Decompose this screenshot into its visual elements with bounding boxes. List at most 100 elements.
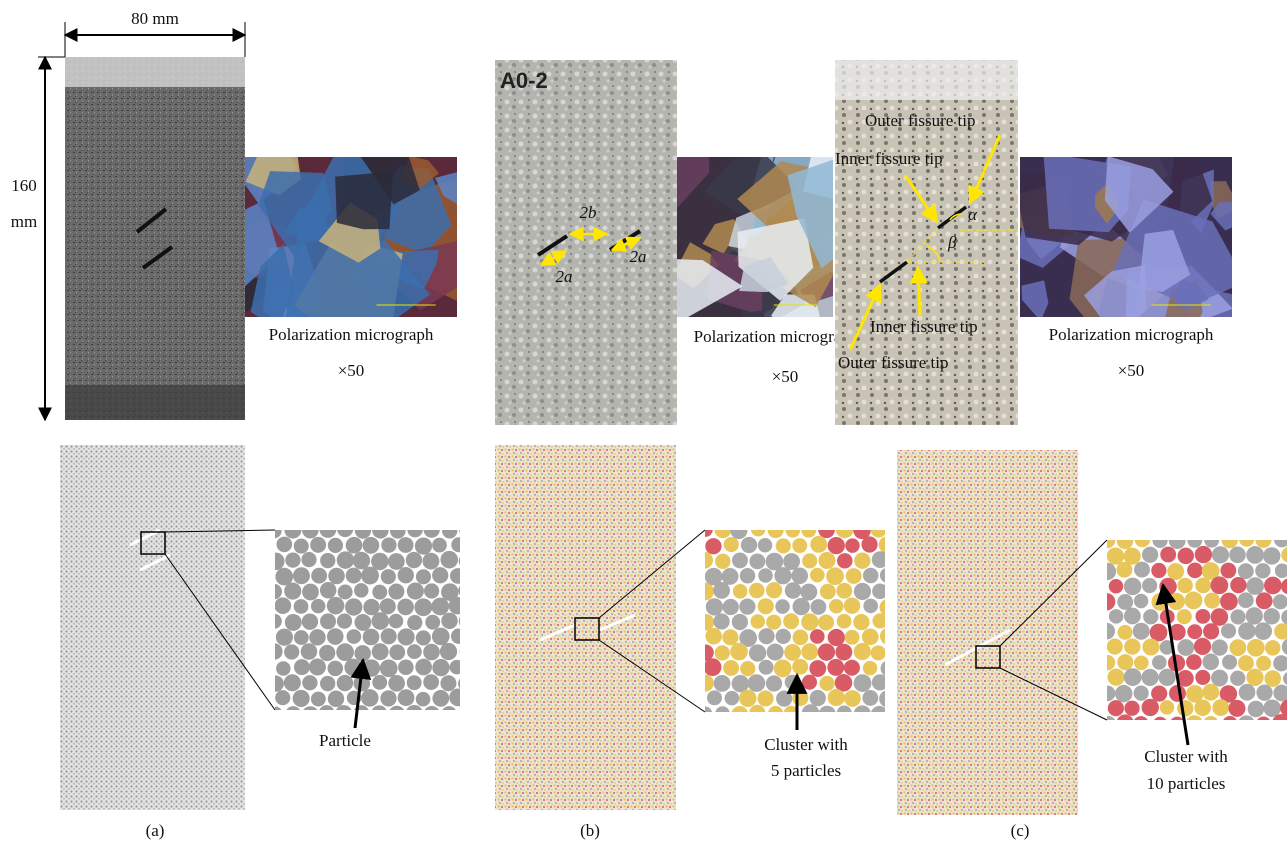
texture: [468, 567, 484, 583]
texture: [432, 690, 449, 707]
texture: [301, 643, 318, 660]
texture: [372, 643, 389, 660]
texture: [432, 659, 449, 676]
texture: [835, 644, 852, 661]
texture: [1134, 594, 1148, 608]
texture: [774, 659, 792, 677]
micrograph: [1003, 133, 1251, 346]
texture: [1151, 563, 1166, 578]
texture: [440, 551, 458, 569]
texture: [1246, 546, 1264, 564]
texture: [1246, 607, 1263, 624]
texture: [423, 674, 439, 690]
texture: [1202, 684, 1219, 701]
texture: [818, 706, 835, 723]
texture: [835, 674, 853, 692]
texture: [335, 172, 393, 230]
texture: [320, 613, 336, 629]
texture: [792, 598, 809, 615]
texture: [1098, 593, 1115, 610]
texture: [749, 705, 765, 721]
texture: [337, 614, 352, 629]
texture: [416, 569, 431, 584]
texture: [739, 690, 756, 707]
texture: [1187, 624, 1202, 639]
texture: [293, 567, 310, 584]
magnification: ×50: [772, 367, 799, 386]
texture: [1264, 670, 1281, 687]
texture: [398, 628, 415, 645]
texture: [1107, 639, 1123, 655]
texture: [451, 629, 466, 644]
texture: [320, 676, 335, 691]
texture: [844, 660, 860, 676]
panel-label: (b): [580, 821, 600, 840]
texture: [388, 553, 405, 570]
texture: [319, 521, 336, 538]
texture: [1202, 654, 1219, 671]
texture: [749, 553, 765, 569]
texture: [381, 537, 396, 552]
texture: [1116, 562, 1132, 578]
texture: [1221, 623, 1236, 638]
texture: [1143, 609, 1158, 624]
texture: [398, 567, 414, 583]
texture: [723, 660, 739, 676]
texture: [739, 599, 755, 615]
specimen-photo: [495, 60, 677, 425]
texture: [1100, 655, 1115, 670]
texture: [1229, 639, 1246, 656]
texture: [1142, 578, 1157, 593]
texture: [1116, 714, 1134, 732]
spacing-label: 2b: [580, 203, 597, 222]
texture: [338, 585, 353, 600]
texture: [1203, 623, 1219, 639]
texture: [775, 599, 790, 614]
texture: [1135, 532, 1151, 548]
texture: [740, 568, 755, 583]
texture: [836, 583, 852, 599]
texture: [802, 704, 819, 721]
texture: [346, 537, 363, 554]
texture: [441, 706, 456, 721]
texture: [1133, 623, 1150, 640]
texture: [1255, 622, 1273, 640]
texture: [1186, 654, 1202, 670]
texture: [751, 522, 766, 537]
texture: [1142, 699, 1159, 716]
texture: [871, 645, 886, 660]
texture: [715, 706, 729, 720]
texture: [354, 583, 368, 597]
texture: [698, 614, 715, 631]
texture: [416, 692, 431, 707]
texture: [1256, 716, 1271, 731]
tip-label: Outer fissure tip: [865, 111, 975, 130]
texture: [425, 615, 440, 630]
texture: [407, 583, 424, 600]
texture: [1108, 700, 1124, 716]
texture: [1124, 668, 1142, 686]
texture: [1222, 655, 1237, 670]
texture: [450, 568, 466, 584]
texture: [810, 568, 825, 583]
texture: [853, 614, 869, 630]
texture: [1169, 532, 1186, 549]
texture: [1167, 563, 1184, 580]
texture: [337, 521, 353, 537]
texture: [1239, 684, 1256, 701]
texture: [1142, 669, 1159, 686]
texture: [730, 522, 747, 539]
texture: [802, 553, 817, 568]
texture: [786, 523, 800, 537]
texture: [748, 674, 766, 692]
texture: [768, 522, 784, 538]
texture: [837, 614, 852, 629]
micrograph-caption: Polarization micrograph: [694, 327, 859, 346]
texture: [309, 659, 326, 676]
texture: [783, 613, 799, 629]
texture: [432, 628, 450, 646]
texture: [740, 661, 755, 676]
texture: [449, 688, 467, 706]
texture: [725, 691, 740, 706]
texture: [793, 629, 809, 645]
